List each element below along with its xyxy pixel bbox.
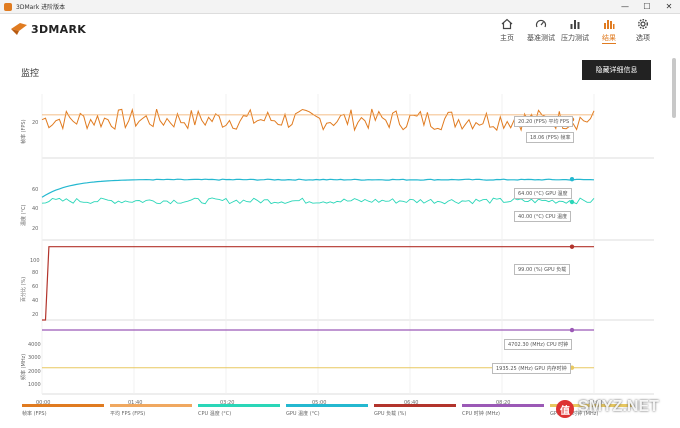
callout-gpu-temp: 64.00 (°C) GPU 温度 (514, 188, 572, 199)
legend-label: GPU 内存时钟 (MHz) (550, 411, 599, 417)
minimize-button[interactable]: — (621, 1, 629, 11)
legend-item[interactable]: GPU 负载 (%) (374, 404, 462, 417)
series-end-marker (569, 327, 575, 333)
callout-gpu-load: 99.00 (%) GPU 负载 (514, 264, 571, 275)
temp-tick-40: 40 (32, 206, 39, 212)
callout-avg-fps: 20.20 (FPS) 平均 FPS (514, 116, 574, 127)
nav-results[interactable]: 结果 (592, 18, 626, 44)
callout-cpu-clock: 4702.30 (MHz) CPU 时钟 (504, 339, 573, 350)
monitor-section-title: 监控 (21, 69, 40, 79)
legend-swatch (550, 404, 632, 407)
legend-label: 平均 FPS (FPS) (110, 411, 146, 417)
app-icon (4, 2, 12, 11)
x-tick-4: 06:40 (404, 400, 419, 406)
callout-gpu-mem-clock: 1935.25 (MHz) GPU 内存时钟 (492, 363, 571, 374)
app-logo: 3DMARK (10, 22, 86, 36)
legend-item[interactable]: CPU 时钟 (MHz) (462, 404, 550, 417)
panel-load-ylabel: 百分比 (%) (21, 276, 27, 302)
legend-swatch (374, 404, 456, 407)
bar-chart-icon (570, 20, 580, 29)
legend-swatch (22, 404, 104, 407)
app-header: 3DMARK 主页 基准测试 压力测试 结果 选项 (0, 14, 680, 50)
series-fps-line (41, 107, 595, 132)
series-end-marker (569, 365, 575, 370)
legend-item[interactable]: 帧率 (FPS) (22, 404, 110, 417)
watermark-badge: 值 (556, 400, 574, 418)
x-tick-3: 05:00 (312, 400, 327, 406)
window-titlebar: 3DMark 进阶版本 — ☐ ✕ (0, 0, 680, 14)
scrollbar-thumb[interactable] (672, 58, 676, 118)
legend-item[interactable]: GPU 温度 (°C) (286, 404, 374, 417)
load-tick-100: 100 (30, 258, 40, 264)
logo-text: 3DMARK (31, 22, 87, 36)
window-title: 3DMark 进阶版本 (16, 4, 66, 11)
panel-temp-ylabel: 温度 (°C) (21, 204, 27, 226)
clock-tick-4000: 4000 (28, 342, 41, 348)
series-cpu-temp-line (41, 197, 595, 205)
panel-clock-ylabel: 频率 (MHz) (21, 353, 27, 380)
legend-label: CPU 时钟 (MHz) (462, 411, 500, 417)
legend-item[interactable]: GPU 内存时钟 (MHz) (550, 404, 638, 417)
nav-benchmarks[interactable]: 基准测试 (524, 18, 558, 44)
gear-icon (637, 18, 649, 30)
clock-tick-1000: 1000 (28, 382, 41, 388)
temp-tick-20: 20 (32, 226, 39, 232)
x-tick-2: 03:20 (220, 400, 235, 406)
legend-label: GPU 温度 (°C) (286, 411, 320, 417)
results-icon (604, 20, 615, 29)
legend-label: GPU 负载 (%) (374, 411, 407, 417)
x-tick-6: 10:00 (588, 400, 603, 406)
close-button[interactable]: ✕ (665, 1, 673, 11)
callout-fps: 18.06 (FPS) 帧率 (526, 132, 575, 143)
nav-stress-tests[interactable]: 压力测试 (558, 18, 592, 44)
monitoring-chart: 帧率 (FPS) 温度 (°C) 百分比 (%) 频率 (MHz) 20 60 … (14, 80, 666, 410)
legend-item[interactable]: 平均 FPS (FPS) (110, 404, 198, 417)
clock-tick-3000: 3000 (28, 355, 41, 361)
main-nav: 主页 基准测试 压力测试 结果 选项 (490, 18, 660, 44)
x-tick-0: 00:00 (36, 400, 51, 406)
maximize-button[interactable]: ☐ (643, 1, 651, 11)
nav-benchmarks-label: 基准测试 (527, 34, 555, 42)
legend-swatch (110, 404, 192, 407)
fps-tick-20: 20 (32, 120, 39, 126)
load-tick-80: 80 (32, 270, 39, 276)
chart-legend: 帧率 (FPS) 平均 FPS (FPS) CPU 温度 (°C) GPU 温度… (22, 404, 642, 417)
scrollbar[interactable] (672, 50, 678, 410)
watermark: SMYZ.NET (578, 398, 659, 415)
series-end-marker (569, 199, 575, 205)
panel-fps-ylabel: 帧率 (FPS) (21, 119, 27, 144)
home-icon (501, 18, 513, 30)
load-tick-40: 40 (32, 298, 39, 304)
legend-item[interactable]: CPU 温度 (°C) (198, 404, 286, 417)
nav-results-label: 结果 (602, 34, 616, 44)
load-tick-60: 60 (32, 284, 39, 290)
hide-details-button[interactable]: 隐藏详细信息 (582, 60, 651, 80)
app-window: 3DMARK 主页 基准测试 压力测试 结果 选项 (0, 14, 680, 428)
nav-options[interactable]: 选项 (626, 18, 660, 44)
gauge-icon (535, 19, 547, 28)
legend-label: 帧率 (FPS) (22, 411, 47, 417)
series-end-marker (569, 244, 575, 249)
load-tick-20: 20 (32, 312, 39, 318)
nav-stress-tests-label: 压力测试 (561, 34, 589, 42)
temp-tick-60: 60 (32, 187, 39, 193)
3dmark-logo-icon (11, 23, 27, 35)
legend-swatch (286, 404, 368, 407)
nav-options-label: 选项 (636, 34, 650, 42)
nav-home[interactable]: 主页 (490, 18, 524, 44)
series-gpu-load-line (42, 246, 594, 321)
x-tick-1: 01:40 (128, 400, 143, 406)
clock-tick-2000: 2000 (28, 369, 41, 375)
series-end-marker (569, 177, 575, 182)
x-tick-5: 08:20 (496, 400, 511, 406)
window-controls: — ☐ ✕ (614, 0, 680, 14)
monitoring-chart-svg (41, 94, 654, 395)
nav-home-label: 主页 (500, 34, 514, 42)
series-gpu-temp-line (41, 178, 595, 198)
legend-label: CPU 温度 (°C) (198, 411, 232, 417)
legend-swatch (462, 404, 544, 407)
callout-cpu-temp: 40.00 (°C) CPU 温度 (514, 211, 572, 222)
legend-swatch (198, 404, 280, 407)
